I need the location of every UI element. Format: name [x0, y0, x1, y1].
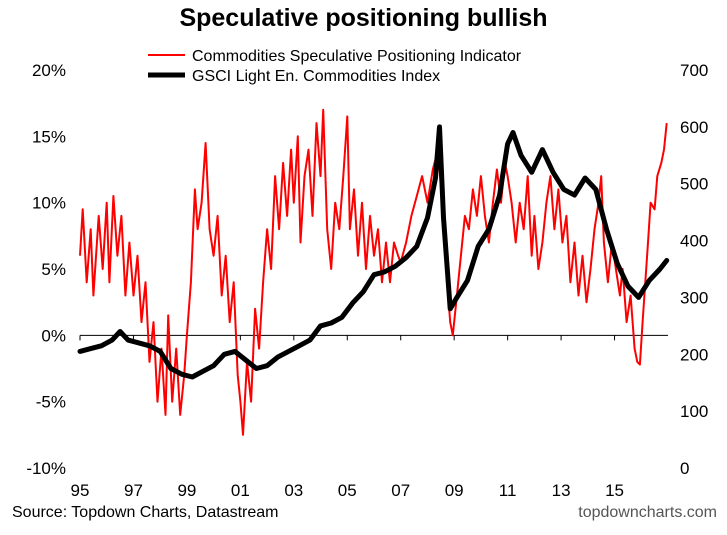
series-line-gsci-index — [77, 124, 670, 380]
x-tick-label: 07 — [391, 481, 410, 500]
y-right-tick-label: 600 — [680, 118, 708, 137]
y-left-tick-label: 10% — [32, 194, 66, 213]
y-right-tick-label: 400 — [680, 232, 708, 251]
watermark: topdowncharts.com — [578, 504, 717, 521]
x-tick-label: 11 — [499, 481, 517, 500]
chart-title: Speculative positioning bullish — [179, 4, 548, 32]
x-tick-label: 97 — [124, 481, 143, 500]
y-left-tick-label: -5% — [36, 393, 66, 412]
x-tick-label: 03 — [284, 481, 303, 500]
y-right-tick-label: 300 — [680, 288, 708, 307]
legend: Commodities Speculative Positioning Indi… — [148, 48, 522, 85]
source-note: Source: Topdown Charts, Datastream — [12, 504, 279, 521]
y-left-tick-label: 20% — [32, 61, 66, 80]
x-tick-labels: 95 97 99 01 03 05 07 09 11 13 15 — [71, 481, 624, 500]
y-right-tick-labels: 0 100 200 300 400 500 600 700 — [680, 61, 708, 478]
legend-label-speculative-positioning: Commodities Speculative Positioning Indi… — [192, 48, 522, 65]
y-left-tick-label: 5% — [41, 260, 66, 279]
y-right-tick-label: 200 — [680, 345, 708, 364]
y-right-tick-label: 0 — [680, 459, 689, 478]
y-left-tick-label: 0% — [41, 326, 66, 345]
x-tick-label: 09 — [445, 481, 464, 500]
y-left-tick-label: -10% — [26, 459, 66, 478]
y-left-tick-labels: -10% -5% 0% 5% 10% 15% 20% — [26, 61, 66, 478]
x-tick-label: 99 — [177, 481, 196, 500]
x-tick-label: 95 — [71, 481, 90, 500]
x-tick-label: 05 — [338, 481, 357, 500]
y-right-tick-label: 500 — [680, 175, 708, 194]
y-left-tick-label: 15% — [32, 127, 66, 146]
series-line-speculative-positioning — [79, 108, 668, 436]
x-tick-label: 15 — [605, 481, 624, 500]
x-tick-label: 13 — [552, 481, 571, 500]
y-right-tick-label: 700 — [680, 61, 708, 80]
legend-label-gsci-index: GSCI Light En. Commodities Index — [192, 68, 440, 85]
x-tick-label: 01 — [231, 481, 250, 500]
y-right-tick-label: 100 — [680, 402, 708, 421]
x-tick-marks — [79, 335, 616, 341]
